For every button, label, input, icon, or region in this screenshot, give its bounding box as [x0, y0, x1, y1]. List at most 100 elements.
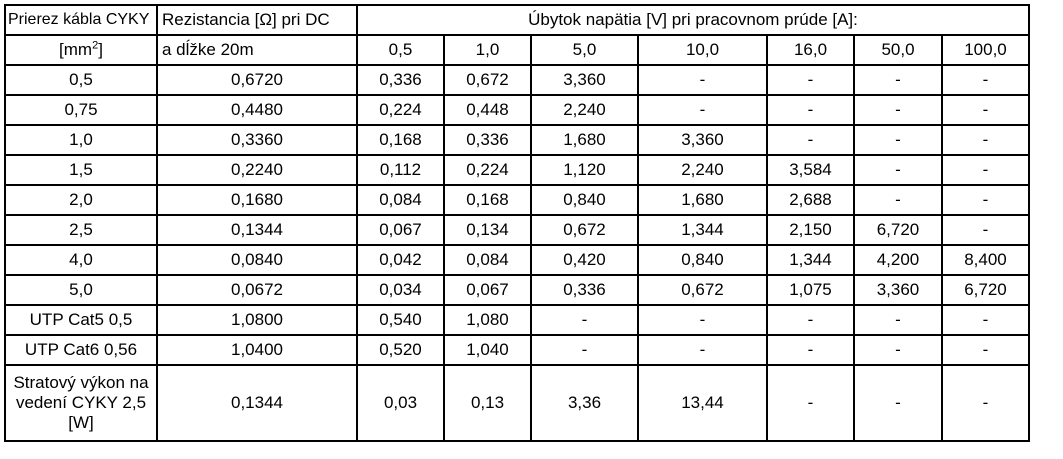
cable-table-container: Prierez kábla CYKY Rezistancia [Ω] pri D…	[4, 4, 1030, 442]
row-value: -	[637, 334, 768, 366]
row-value: -	[853, 124, 943, 156]
row-value: -	[853, 304, 943, 336]
row-value: 0,03	[356, 364, 445, 442]
header-voltage-drop-title: Úbytok napätia [V] pri pracovnom prúde […	[356, 4, 1030, 36]
row-value: 1,040	[443, 334, 532, 366]
row-label: 2,0	[4, 184, 158, 216]
header-current: 16,0	[766, 34, 855, 66]
row-value: -	[941, 184, 1030, 216]
row-resistance: 1,0800	[156, 304, 358, 336]
row-value: 0,084	[356, 184, 445, 216]
row-value: 0,067	[356, 214, 445, 246]
row-label: 0,5	[4, 64, 158, 96]
row-value: -	[853, 64, 943, 96]
row-value: -	[530, 334, 639, 366]
table-row: 1,5 0,2240 0,112 0,224 1,120 2,240 3,584- -	[4, 154, 1030, 186]
row-value: 13,44	[637, 364, 768, 442]
header-row-2: [mm2] a dĺžke 20m 0,5 1,0 5,0 10,0 16,0 …	[4, 34, 1030, 66]
header-cross-section-unit: [mm2]	[4, 34, 158, 66]
voltage-drop-table: Prierez kábla CYKY Rezistancia [Ω] pri D…	[4, 4, 1030, 442]
row-resistance: 0,6720	[156, 64, 358, 96]
row-label: 1,0	[4, 124, 158, 156]
row-value: 1,080	[443, 304, 532, 336]
row-value: 0,840	[637, 244, 768, 276]
header-resistance-line1: Rezistancia [Ω] pri DC	[156, 4, 358, 36]
row-value: 2,240	[530, 94, 639, 126]
row-label: UTP Cat5 0,5	[4, 304, 158, 336]
header-resistance-line2: a dĺžke 20m	[156, 34, 358, 66]
row-value: -	[941, 214, 1030, 246]
table-body: 0,5 0,6720 0,336 0,672 3,360- - - -0,75 0,4480 0,…	[4, 64, 1030, 366]
row-value: 3,360	[637, 124, 768, 156]
row-value: -	[766, 94, 855, 126]
row-value: 0,336	[443, 124, 532, 156]
row-value: -	[853, 154, 943, 186]
table-row: UTP Cat5 0,5 1,0800 0,540 1,080- - - - -	[4, 304, 1030, 336]
row-value: -	[853, 94, 943, 126]
row-value: -	[853, 334, 943, 366]
row-value: 1,680	[530, 124, 639, 156]
row-value: -	[766, 64, 855, 96]
row-value: -	[766, 364, 855, 442]
row-label: 5,0	[4, 274, 158, 306]
header-current: 0,5	[356, 34, 445, 66]
row-value: 6,720	[853, 214, 943, 246]
header-current: 1,0	[443, 34, 532, 66]
row-resistance: 0,1344	[156, 364, 358, 442]
row-value: 1,344	[766, 244, 855, 276]
row-value: -	[766, 304, 855, 336]
row-value: -	[530, 304, 639, 336]
row-value: -	[766, 124, 855, 156]
row-value: 0,672	[530, 214, 639, 246]
row-value: 0,448	[443, 94, 532, 126]
row-value: 3,360	[853, 274, 943, 306]
table-row: 2,0 0,1680 0,084 0,168 0,840 1,680 2,688- -	[4, 184, 1030, 216]
row-value: 0,336	[530, 274, 639, 306]
table-row: 5,0 0,0672 0,034 0,067 0,336 0,672 1,075 3,360 6…	[4, 274, 1030, 306]
table-row: 0,5 0,6720 0,336 0,672 3,360- - - -	[4, 64, 1030, 96]
header-current: 10,0	[637, 34, 768, 66]
row-value: 1,680	[637, 184, 768, 216]
table-row: 0,75 0,4480 0,224 0,448 2,240- - - -	[4, 94, 1030, 126]
row-value: 0,672	[637, 274, 768, 306]
header-current: 5,0	[530, 34, 639, 66]
row-value: 1,344	[637, 214, 768, 246]
row-value: 6,720	[941, 274, 1030, 306]
row-value: 0,084	[443, 244, 532, 276]
row-value: -	[853, 184, 943, 216]
row-value: 0,042	[356, 244, 445, 276]
row-resistance: 1,0400	[156, 334, 358, 366]
row-value: -	[941, 364, 1030, 442]
table-row-power-loss: Stratový výkon na vedení CYKY 2,5 [W] 0,…	[4, 364, 1030, 442]
row-value: 0,067	[443, 274, 532, 306]
row-value: 1,075	[766, 274, 855, 306]
row-value: 1,120	[530, 154, 639, 186]
row-resistance: 0,1344	[156, 214, 358, 246]
row-value: 0,034	[356, 274, 445, 306]
row-label: 4,0	[4, 244, 158, 276]
row-value: -	[941, 94, 1030, 126]
row-value: -	[637, 94, 768, 126]
row-resistance: 0,3360	[156, 124, 358, 156]
row-value: -	[637, 304, 768, 336]
row-value: -	[941, 334, 1030, 366]
row-value: -	[941, 124, 1030, 156]
row-value: 0,840	[530, 184, 639, 216]
row-label: UTP Cat6 0,56	[4, 334, 158, 366]
row-resistance: 0,0840	[156, 244, 358, 276]
row-resistance: 0,2240	[156, 154, 358, 186]
row-resistance: 0,1680	[156, 184, 358, 216]
header-current: 100,0	[941, 34, 1030, 66]
row-label: 1,5	[4, 154, 158, 186]
row-value: 4,200	[853, 244, 943, 276]
row-value: -	[941, 154, 1030, 186]
table-row: 4,0 0,0840 0,042 0,084 0,420 0,840 1,344 4,200 8…	[4, 244, 1030, 276]
row-value: 0,112	[356, 154, 445, 186]
header-row-1: Prierez kábla CYKY Rezistancia [Ω] pri D…	[4, 4, 1030, 36]
row-label: 0,75	[4, 94, 158, 126]
row-resistance: 0,0672	[156, 274, 358, 306]
row-value: 3,36	[530, 364, 639, 442]
row-value: 0,168	[356, 124, 445, 156]
row-value: 0,520	[356, 334, 445, 366]
row-value: 8,400	[941, 244, 1030, 276]
